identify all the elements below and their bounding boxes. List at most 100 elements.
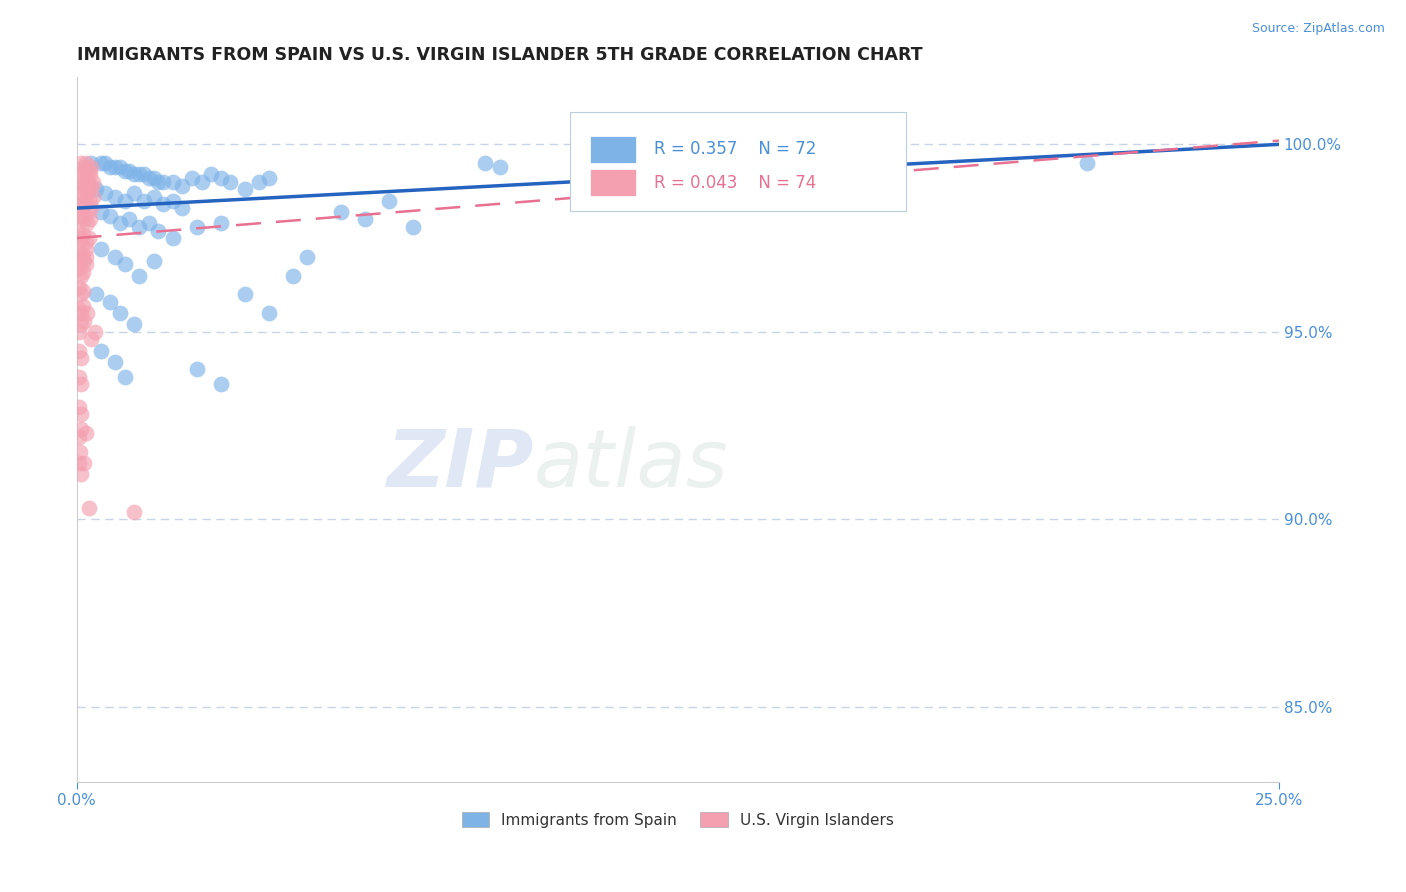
Point [72,250,94,264]
Point [122,167,145,181]
Point [70,231,93,245]
Point [209,377,232,392]
Point [98,209,121,223]
Point [70,407,93,421]
Point [80,160,103,174]
Point [75,235,97,249]
Point [80,156,103,170]
Point [114,163,136,178]
Point [72,201,94,215]
Point [76,306,98,320]
Point [98,160,121,174]
Point [190,175,212,189]
Point [69,456,91,470]
Point [70,156,93,170]
Point [79,194,101,208]
Point [378,194,401,208]
Point [75,425,97,440]
Bar [591,136,636,163]
Point [77,231,100,245]
Text: ZIP: ZIP [387,425,533,503]
Point [162,175,184,189]
Point [138,216,160,230]
Point [128,219,150,234]
Point [83,325,105,339]
Point [69,175,91,189]
Point [69,430,91,444]
Text: R = 0.043    N = 74: R = 0.043 N = 74 [654,174,815,192]
Point [257,306,280,320]
Point [69,243,91,257]
Point [70,467,93,482]
Point [148,224,170,238]
Point [257,171,280,186]
Point [79,167,101,181]
Point [172,178,194,193]
Point [75,250,97,264]
Point [488,160,510,174]
Point [90,156,112,170]
Point [330,204,353,219]
Point [70,318,93,332]
Point [72,178,94,193]
Point [181,171,204,186]
Point [247,175,270,189]
Point [77,182,100,196]
Point [75,156,97,170]
Text: Source: ZipAtlas.com: Source: ZipAtlas.com [1251,22,1385,36]
Point [104,190,127,204]
Point [70,306,93,320]
Point [77,178,100,193]
Point [233,287,256,301]
Point [79,212,101,227]
Point [75,243,97,257]
Point [75,175,97,189]
Point [90,243,112,257]
Point [142,253,165,268]
Point [70,268,93,283]
Point [77,204,100,219]
Point [138,171,160,186]
Point [90,204,112,219]
Point [70,209,93,223]
Point [72,253,94,268]
Point [148,175,170,189]
Point [354,212,377,227]
Point [70,377,93,392]
Point [762,156,785,170]
Point [70,186,93,200]
Point [84,287,107,301]
Point [76,186,98,200]
Point [69,302,91,317]
Point [118,212,141,227]
Point [72,227,94,242]
Point [84,182,107,196]
Point [70,351,93,365]
Point [69,197,91,211]
Point [402,219,425,234]
Point [98,294,121,309]
Point [73,190,96,204]
Point [114,257,136,271]
Point [233,182,256,196]
Point [108,306,131,320]
Point [75,182,97,196]
Point [108,160,131,174]
Point [122,318,145,332]
Point [80,201,103,215]
Point [73,313,96,327]
Point [297,250,319,264]
Text: atlas: atlas [533,425,728,503]
Point [75,163,97,178]
Point [70,246,93,260]
Legend: Immigrants from Spain, U.S. Virgin Islanders: Immigrants from Spain, U.S. Virgin Islan… [456,806,900,834]
Point [172,201,194,215]
Point [73,456,96,470]
Point [69,400,91,414]
Point [200,167,222,181]
Point [80,332,103,346]
Point [128,167,150,181]
Point [162,231,184,245]
Point [162,194,184,208]
Point [82,175,104,189]
